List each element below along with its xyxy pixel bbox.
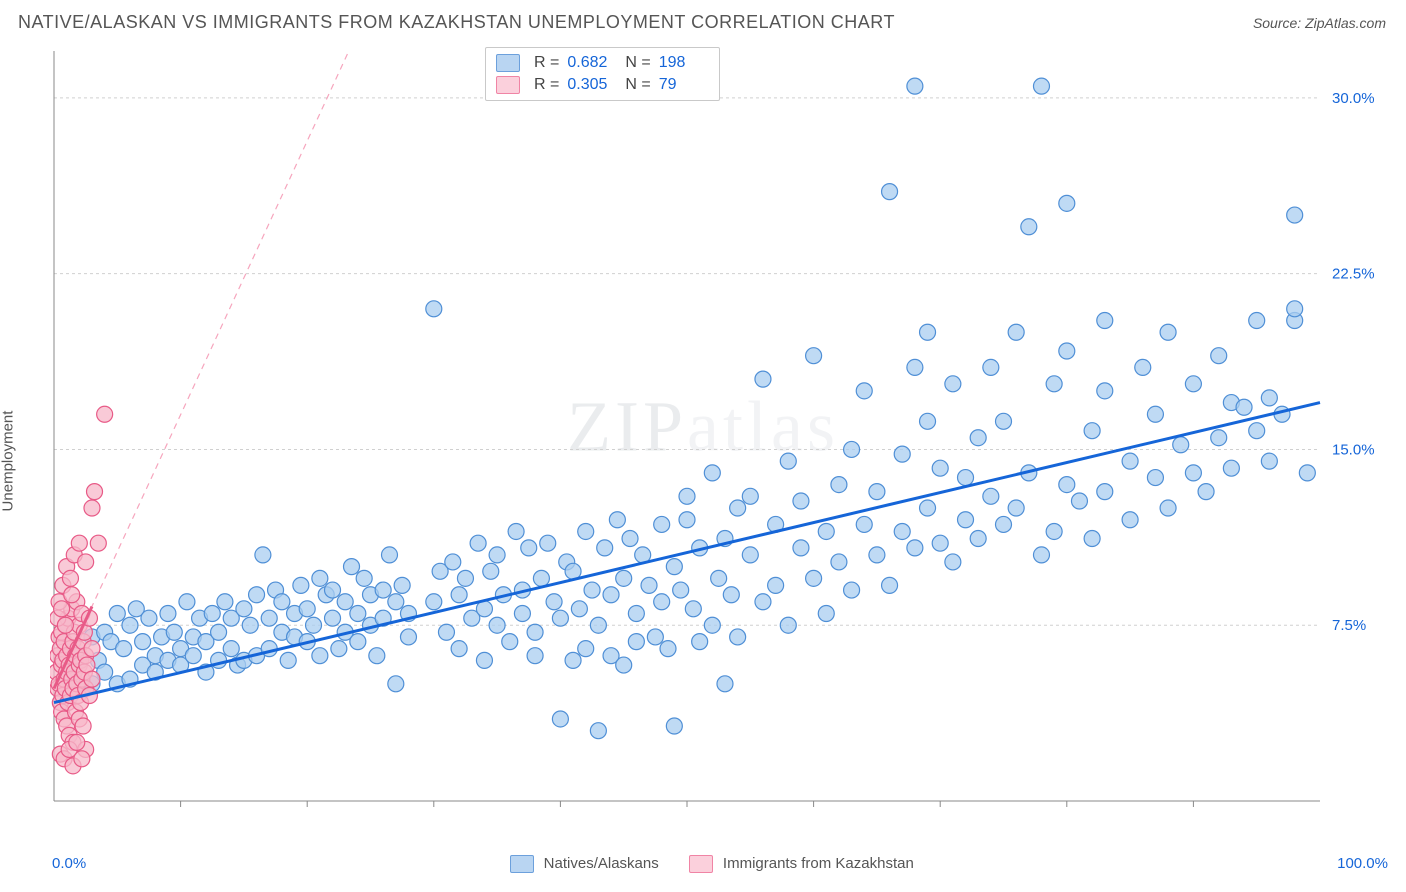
header-bar: NATIVE/ALASKAN VS IMMIGRANTS FROM KAZAKH… — [0, 0, 1406, 41]
svg-text:15.0%: 15.0% — [1332, 441, 1375, 458]
correlation-legend: R =0.682 N =198 R =0.305 N =79 — [485, 47, 720, 101]
x-axis-max: 100.0% — [1337, 855, 1388, 872]
legend-swatch-immigrants — [496, 76, 520, 94]
legend-item-immigrants: Immigrants from Kazakhstan — [689, 855, 914, 873]
scatter-plot: 7.5% 15.0% 22.5% 30.0% — [50, 41, 1390, 831]
legend-swatch-natives — [496, 54, 520, 72]
svg-text:7.5%: 7.5% — [1332, 617, 1366, 634]
series-legend: Natives/Alaskans Immigrants from Kazakhs… — [510, 855, 914, 873]
svg-text:30.0%: 30.0% — [1332, 90, 1375, 107]
legend-item-natives: Natives/Alaskans — [510, 855, 659, 873]
x-axis-min: 0.0% — [52, 855, 86, 872]
chart-container: Unemployment ZIPatlas 7.5%15.0%22.5%30.0… — [0, 41, 1406, 881]
y-axis-label: Unemployment — [0, 411, 17, 512]
legend-swatch-immigrants-bottom — [689, 855, 713, 873]
legend-swatch-natives-bottom — [510, 855, 534, 873]
legend-row-immigrants: R =0.305 N =79 — [496, 74, 709, 96]
svg-text:22.5%: 22.5% — [1332, 266, 1375, 283]
legend-row-natives: R =0.682 N =198 — [496, 52, 709, 74]
x-axis-row: 0.0% Natives/Alaskans Immigrants from Ka… — [50, 855, 1390, 873]
source-label: Source: ZipAtlas.com — [1253, 15, 1386, 31]
page-title: NATIVE/ALASKAN VS IMMIGRANTS FROM KAZAKH… — [18, 12, 895, 33]
